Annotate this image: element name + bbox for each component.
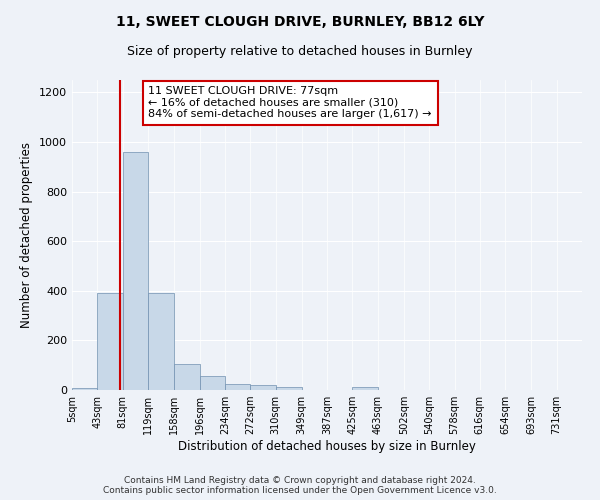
Text: 11 SWEET CLOUGH DRIVE: 77sqm
← 16% of detached houses are smaller (310)
84% of s: 11 SWEET CLOUGH DRIVE: 77sqm ← 16% of de… xyxy=(149,86,432,120)
Bar xyxy=(250,385,275,390)
X-axis label: Distribution of detached houses by size in Burnley: Distribution of detached houses by size … xyxy=(178,440,476,453)
Bar xyxy=(225,384,250,390)
Bar xyxy=(148,294,174,390)
Bar xyxy=(275,387,302,390)
Bar xyxy=(352,387,378,390)
Text: Contains HM Land Registry data © Crown copyright and database right 2024.
Contai: Contains HM Land Registry data © Crown c… xyxy=(103,476,497,495)
Bar xyxy=(199,376,225,390)
Y-axis label: Number of detached properties: Number of detached properties xyxy=(20,142,34,328)
Bar xyxy=(72,388,97,390)
Text: 11, SWEET CLOUGH DRIVE, BURNLEY, BB12 6LY: 11, SWEET CLOUGH DRIVE, BURNLEY, BB12 6L… xyxy=(116,15,484,29)
Text: Size of property relative to detached houses in Burnley: Size of property relative to detached ho… xyxy=(127,45,473,58)
Bar xyxy=(174,364,200,390)
Bar xyxy=(97,294,123,390)
Bar xyxy=(123,152,148,390)
